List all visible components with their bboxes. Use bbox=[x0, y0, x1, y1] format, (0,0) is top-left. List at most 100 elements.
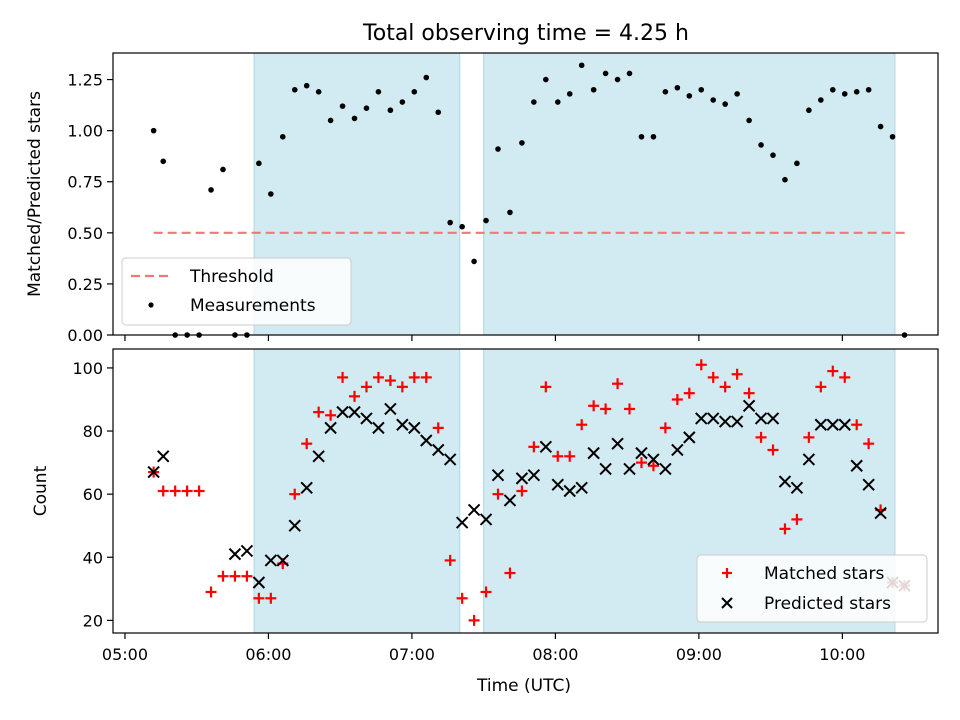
predicted-star-point bbox=[802, 453, 816, 466]
top-legend-box bbox=[121, 257, 352, 326]
predicted-star-point bbox=[396, 418, 409, 431]
matched-star-point bbox=[265, 592, 277, 604]
bottom-y-tick-label: 20 bbox=[83, 611, 103, 630]
bottom-y-tick-label: 40 bbox=[83, 548, 103, 567]
bottom-x-axis: 05:00 06:00 07:00 08:00 09:00 10:00 bbox=[102, 633, 865, 664]
measurement-point bbox=[411, 89, 418, 95]
predicted-star-point bbox=[420, 434, 433, 447]
matched-star-point bbox=[169, 485, 181, 497]
measurement-points bbox=[150, 62, 908, 338]
predicted-stars-points bbox=[147, 399, 911, 592]
measurement-point bbox=[818, 97, 824, 103]
matched-star-point bbox=[815, 381, 827, 393]
matched-star-point bbox=[432, 422, 444, 434]
measurement-point bbox=[471, 258, 477, 265]
x-tick-label: 09:00 bbox=[676, 645, 722, 664]
measurement-point bbox=[519, 140, 525, 146]
predicted-star-point bbox=[157, 450, 170, 463]
measurement-point bbox=[841, 91, 848, 97]
matched-star-point bbox=[540, 381, 552, 393]
matched-star-point bbox=[600, 403, 612, 415]
predicted-star-point bbox=[372, 421, 385, 435]
measurement-point bbox=[722, 101, 728, 107]
matched-star-point bbox=[779, 523, 791, 535]
measurement-point bbox=[686, 93, 693, 99]
measurement-point bbox=[315, 89, 322, 95]
matched-star-point bbox=[313, 406, 325, 418]
measurement-point bbox=[554, 99, 561, 105]
predicted-star-point bbox=[742, 399, 756, 413]
predicted-star-point bbox=[300, 481, 313, 495]
measurement-point bbox=[806, 107, 812, 114]
matched-stars-points bbox=[148, 359, 911, 626]
matched-star-point bbox=[564, 450, 576, 462]
measurement-point bbox=[853, 89, 860, 95]
measurement-point bbox=[160, 158, 167, 165]
matched-star-point bbox=[516, 485, 528, 497]
matched-star-point bbox=[337, 371, 349, 383]
top-panel-plot-area: 0.00 0.25 0.50 0.75 1.00 1.25 Matched/Predict… bbox=[25, 52, 939, 345]
predicted-star-point bbox=[790, 481, 804, 495]
predicted-star-point bbox=[695, 412, 708, 425]
measurement-point bbox=[877, 123, 884, 130]
predicted-star-point bbox=[563, 484, 576, 498]
matched-star-point bbox=[588, 400, 600, 412]
predicted-star-point bbox=[611, 437, 624, 450]
predicted-star-point bbox=[575, 481, 588, 495]
measurement-point bbox=[531, 99, 537, 105]
matched-star-point bbox=[193, 485, 205, 497]
matched-star-point bbox=[863, 438, 875, 450]
matched-star-point bbox=[253, 592, 265, 604]
legend-predicted-label: Predicted stars bbox=[764, 594, 891, 614]
matched-star-point bbox=[325, 409, 337, 421]
bottom-y-tick-label: 100 bbox=[72, 359, 103, 378]
measurement-point bbox=[782, 176, 788, 183]
measurement-point bbox=[507, 209, 513, 216]
predicted-star-point bbox=[491, 469, 505, 482]
bottom-panel-plot-area: 20 40 60 80 100 05:00 06:00 07:00 08:00 09:00 10:… bbox=[31, 348, 939, 696]
measurement-point bbox=[758, 142, 764, 148]
matched-star-point bbox=[791, 513, 803, 525]
predicted-star-point bbox=[599, 462, 612, 476]
measurement-point bbox=[770, 152, 776, 158]
predicted-star-point bbox=[264, 554, 278, 567]
measurement-point bbox=[710, 97, 717, 103]
top-y-tick-label: 0.50 bbox=[67, 224, 103, 243]
bottom-y-tick-label: 80 bbox=[83, 422, 103, 441]
matched-star-point bbox=[420, 371, 432, 383]
predicted-star-point bbox=[874, 506, 887, 520]
measurement-point bbox=[399, 99, 406, 105]
matched-star-point bbox=[289, 488, 301, 500]
matched-star-point bbox=[504, 567, 516, 579]
measurement-point bbox=[351, 115, 358, 122]
predicted-star-point bbox=[240, 544, 254, 558]
predicted-star-point bbox=[455, 516, 469, 529]
x-tick-label: 07:00 bbox=[389, 645, 435, 664]
predicted-star-point bbox=[766, 412, 780, 425]
measurement-point bbox=[865, 86, 872, 93]
measurement-point bbox=[578, 62, 585, 69]
matched-star-point bbox=[301, 438, 313, 450]
measurement-point bbox=[339, 103, 346, 109]
predicted-star-point bbox=[539, 440, 553, 454]
matched-star-point bbox=[707, 371, 719, 383]
matched-star-point bbox=[372, 371, 384, 383]
top-y-tick-label: 1.25 bbox=[67, 71, 103, 90]
predicted-star-point bbox=[707, 412, 720, 425]
bottom-window-0 bbox=[253, 348, 461, 634]
top-x-tick-marks bbox=[124, 335, 843, 341]
top-y-tick-label: 0.25 bbox=[67, 275, 103, 294]
predicted-star-point bbox=[659, 462, 672, 476]
measurement-point bbox=[303, 82, 310, 89]
measurement-point bbox=[387, 107, 394, 114]
legend-matched-swatch bbox=[722, 568, 732, 578]
predicted-star-point bbox=[336, 405, 349, 419]
x-tick-label: 06:00 bbox=[245, 645, 291, 664]
matched-star-point bbox=[552, 450, 564, 462]
matched-star-point bbox=[468, 614, 480, 626]
predicted-star-point bbox=[312, 450, 325, 463]
measurement-point bbox=[829, 86, 836, 93]
measurement-point bbox=[220, 166, 226, 173]
top-y-tick-label: 0.75 bbox=[67, 173, 103, 192]
